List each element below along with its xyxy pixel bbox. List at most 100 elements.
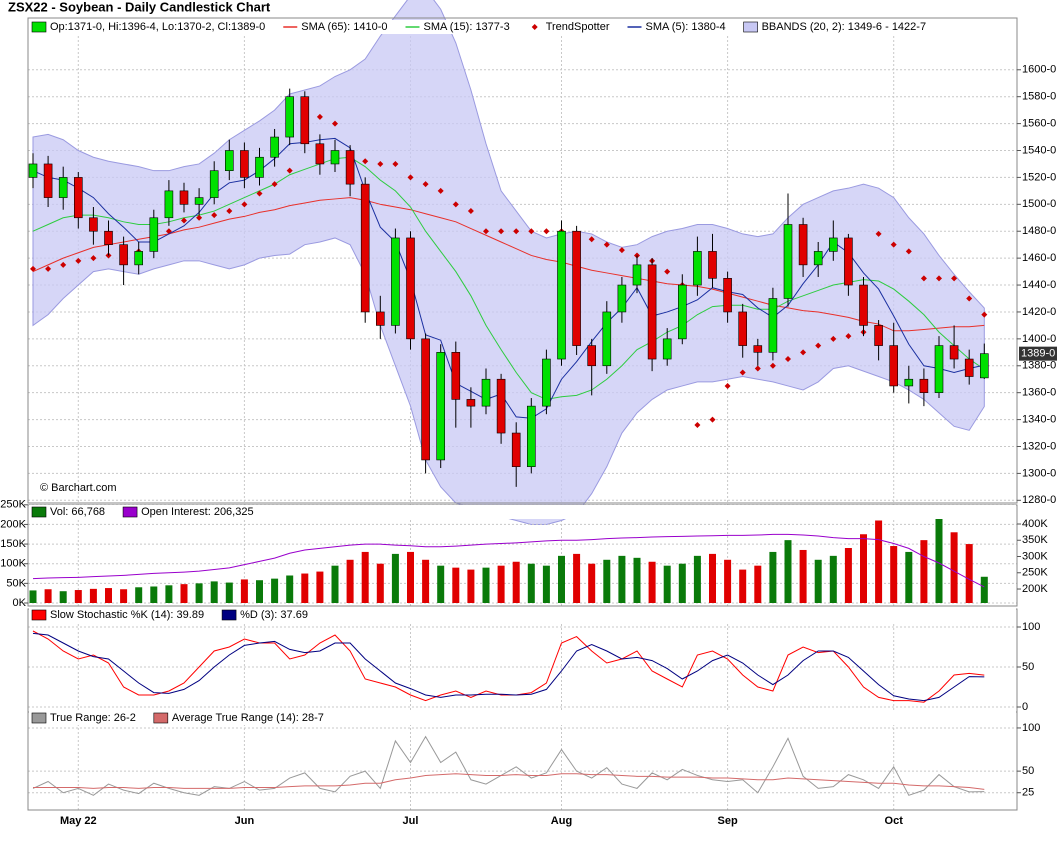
y-tick-label: 1400-0 — [1022, 333, 1056, 345]
candle-body — [738, 311, 748, 346]
y-tick-label: 1340-0 — [1022, 413, 1056, 425]
y-tick-label: 1520-0 — [1022, 171, 1056, 183]
volume-bar — [603, 559, 611, 603]
candle-body — [889, 345, 899, 387]
candle-body — [179, 190, 189, 205]
candle-body — [360, 183, 370, 313]
candle-body — [74, 177, 83, 219]
legend-label: Slow Stochastic %K (14): 39.89 — [50, 609, 204, 621]
y-tick-label: 1380-0 — [1022, 360, 1056, 372]
x-tick-label: Aug — [551, 815, 572, 827]
indicator-line — [33, 773, 985, 790]
y-tick-label: 1500-0 — [1022, 198, 1056, 210]
candle-body — [542, 358, 551, 407]
trendspotter-marker — [754, 365, 761, 372]
candle-body — [149, 217, 159, 252]
volume-bar — [527, 563, 535, 603]
trendspotter-marker — [196, 214, 203, 221]
trendspotter-marker — [724, 382, 731, 389]
candle-body — [828, 237, 838, 252]
legend-swatch — [31, 609, 47, 621]
y-tick-label: 350K — [1022, 534, 1048, 546]
x-tick-label: May 22 — [60, 815, 97, 827]
candle-body — [119, 244, 128, 266]
trendspotter-marker — [769, 362, 776, 369]
volume-bar — [754, 565, 762, 603]
candle-body — [315, 143, 325, 165]
legend-label: TrendSpotter — [546, 21, 610, 33]
x-tick-label: Sep — [718, 815, 738, 827]
trendspotter-marker — [800, 349, 807, 356]
volume-bar — [739, 569, 747, 603]
volume-bar — [180, 584, 188, 603]
candle-body — [557, 230, 566, 360]
volume-bar — [890, 546, 898, 603]
candle-body — [647, 264, 657, 360]
candle-body — [934, 345, 944, 393]
trendspotter-marker — [30, 265, 36, 272]
volume-bar — [497, 565, 505, 603]
volume-bar — [814, 559, 822, 603]
candle-body — [285, 96, 295, 138]
volume-bar — [980, 576, 988, 603]
trendspotter-marker — [286, 167, 293, 174]
volume-bar — [588, 563, 596, 603]
source: © Barchart.com — [40, 482, 117, 494]
volume-bar — [844, 548, 852, 603]
volume-bar — [648, 561, 656, 603]
y-tick-label: 25 — [1022, 787, 1034, 799]
y-tick-label: 1580-0 — [1022, 91, 1056, 103]
volume-bar — [709, 553, 716, 603]
trendspotter-marker — [875, 230, 882, 237]
legend-label: Vol: 66,768 — [50, 506, 105, 518]
volume-bar — [482, 567, 490, 603]
plot-layer — [28, 0, 1017, 810]
trendspotter-marker — [467, 208, 474, 215]
volume-bar — [452, 567, 460, 603]
volume-bar — [150, 586, 158, 603]
trendspotter-marker — [664, 268, 671, 275]
trendspotter-marker — [920, 275, 927, 282]
trendspotter-marker — [226, 208, 233, 215]
volume-bar — [74, 590, 82, 603]
volume-bar — [860, 534, 867, 603]
volume-bar — [271, 578, 279, 603]
trendspotter-marker — [90, 255, 97, 262]
trendspotter-marker — [483, 228, 489, 235]
candle-body — [466, 399, 476, 407]
legend-background — [29, 608, 1016, 622]
trendspotter-marker — [422, 181, 429, 188]
volume-bar — [467, 569, 475, 603]
legend-swatch — [531, 24, 538, 30]
legend-label: Op:1371-0, Hi:1396-4, Lo:1370-2, Cl:1389… — [50, 21, 265, 33]
volume-bar — [573, 553, 581, 603]
legend-label: SMA (15): 1377-3 — [423, 21, 509, 33]
trendspotter-marker — [181, 217, 187, 224]
volume-bar — [59, 591, 67, 603]
volume-bar — [905, 551, 913, 603]
trendspotter-marker — [316, 113, 323, 120]
volume-bar — [950, 532, 958, 603]
candle-body — [345, 150, 355, 185]
volume-bar — [542, 565, 550, 603]
candle-body — [813, 251, 823, 266]
candle-body — [526, 405, 536, 467]
volume-bar — [422, 559, 430, 603]
candle-body — [300, 96, 310, 145]
y-tick-label: 250K — [0, 499, 26, 511]
y-tick-label: 1460-0 — [1022, 252, 1056, 264]
volume-bar — [240, 579, 248, 603]
volume-bar — [120, 589, 128, 603]
candle-body — [451, 352, 461, 400]
volume-bar — [875, 520, 883, 603]
candle-body — [859, 284, 868, 326]
candle-body — [375, 311, 385, 326]
y-tick-label: 1280-0 — [1022, 494, 1056, 506]
legend-swatch — [31, 712, 47, 724]
y-tick-label: 200K — [1022, 583, 1048, 595]
trendspotter-marker — [241, 201, 248, 208]
y-tick-label: 0K — [13, 597, 27, 609]
trendspotter-marker — [815, 342, 822, 349]
candle-body — [240, 150, 249, 178]
